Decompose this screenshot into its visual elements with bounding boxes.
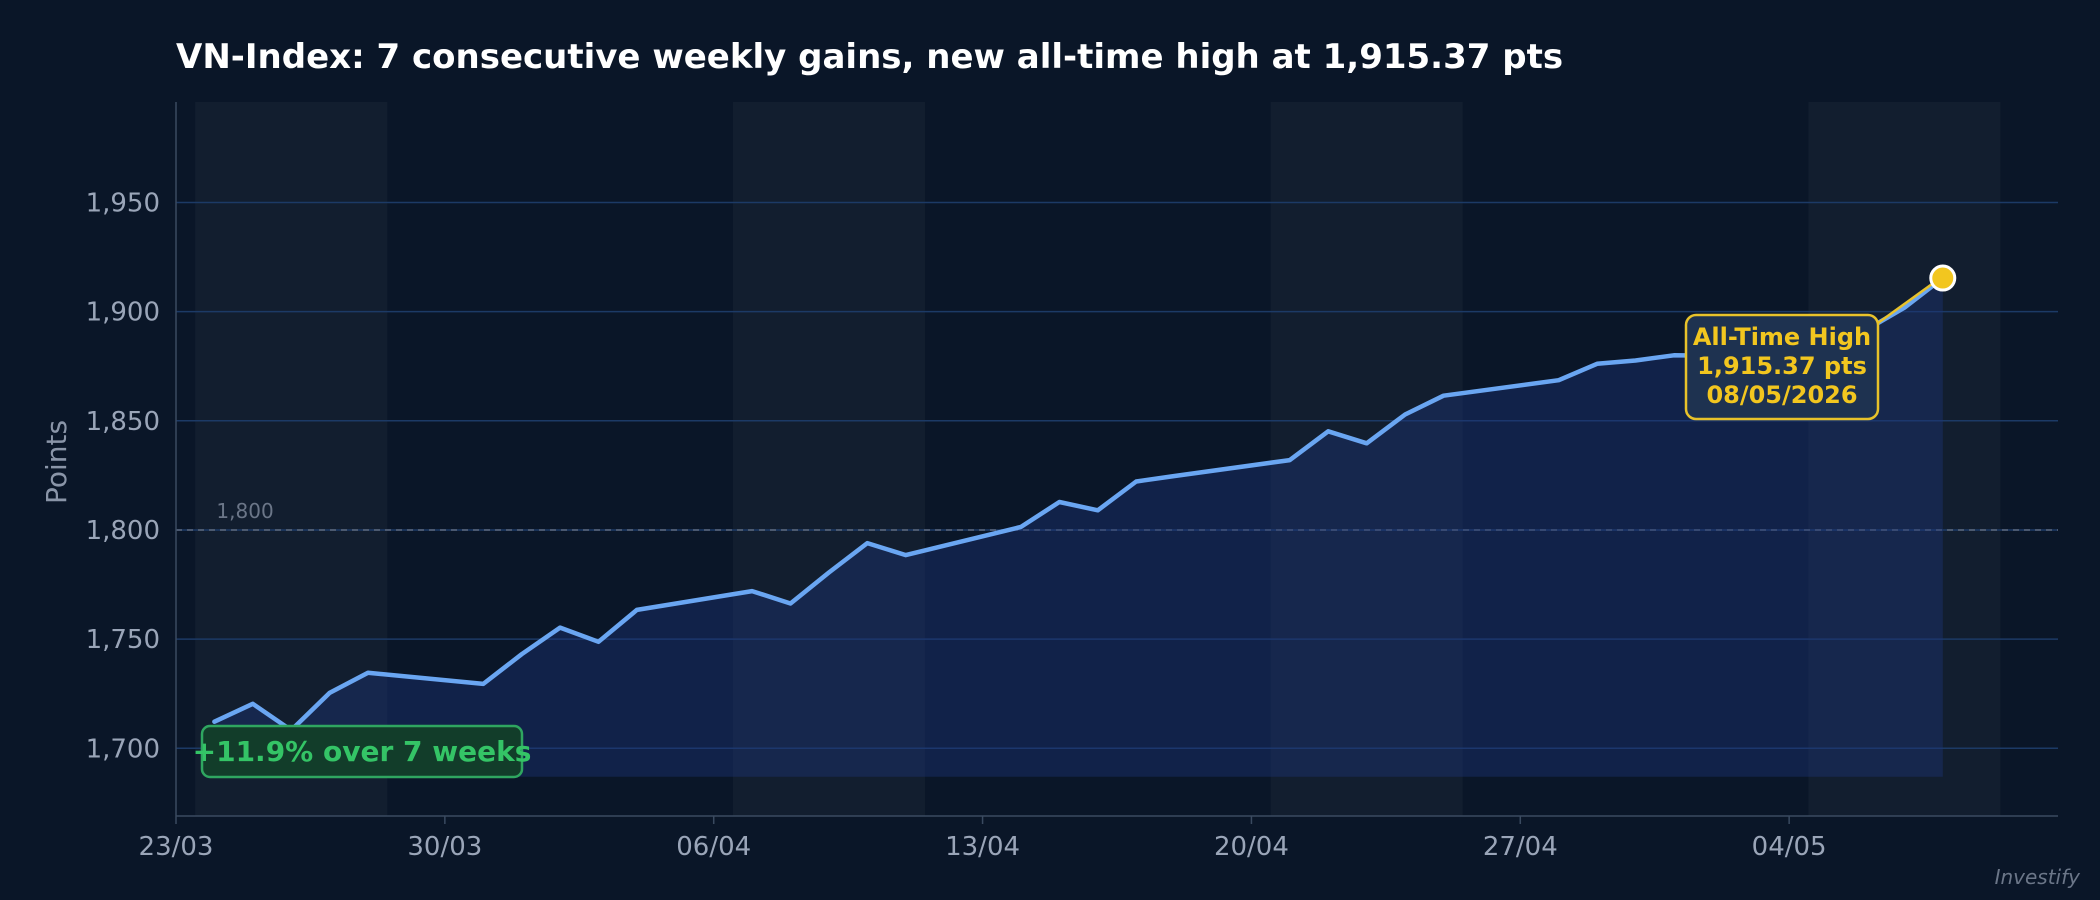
x-tick-label-1: 30/03 <box>407 832 482 862</box>
gain-annotation: +11.9% over 7 weeks <box>193 724 532 779</box>
watermark: Investify <box>1995 865 2082 889</box>
y-tick-label-4: 1,900 <box>86 298 160 328</box>
y-tick-label-2: 1,800 <box>86 516 160 546</box>
x-tick-label-2: 06/04 <box>676 832 751 862</box>
ath-marker-dot <box>1929 264 1957 292</box>
x-tick-label-5: 27/04 <box>1483 832 1558 862</box>
x-tick-label-4: 20/04 <box>1214 832 1289 862</box>
y-tick-label-1: 1,750 <box>86 625 160 655</box>
vn-index-series-line <box>212 275 1946 733</box>
reference-line-label: 1,800 <box>216 499 273 523</box>
x-tick-label-6: 04/05 <box>1752 832 1827 862</box>
chart-title: VN-Index: 7 consecutive weekly gains, ne… <box>176 37 1563 77</box>
y-axis-label: Points <box>40 420 73 504</box>
ath-annotation-box <box>1684 313 1880 421</box>
ath-title: All-Time High <box>1693 323 1871 351</box>
gain-annotation-text: +11.9% over 7 weeks <box>193 735 532 768</box>
gain-annotation-box <box>200 724 524 779</box>
ath-leader-line <box>1877 281 1936 325</box>
ath-date: 08/05/2026 <box>1706 381 1857 409</box>
y-tick-label-0: 1,700 <box>86 734 160 764</box>
x-tick-label-0: 23/03 <box>139 832 214 862</box>
series-area-fill <box>214 278 1943 777</box>
ath-annotation: All-Time High 1,915.37 pts 08/05/2026 <box>1684 264 1957 421</box>
x-tick-label-3: 13/04 <box>945 832 1020 862</box>
ath-value: 1,915.37 pts <box>1697 352 1867 380</box>
y-tick-label-3: 1,850 <box>86 407 160 437</box>
x-axis-tick-labels: 23/03 30/03 06/04 13/04 20/04 27/04 04/05 <box>139 832 1827 862</box>
y-tick-label-5: 1,950 <box>86 188 160 218</box>
y-axis-tick-labels: 1,700 1,750 1,800 1,850 1,900 1,950 <box>86 188 160 764</box>
axes <box>175 102 2058 824</box>
